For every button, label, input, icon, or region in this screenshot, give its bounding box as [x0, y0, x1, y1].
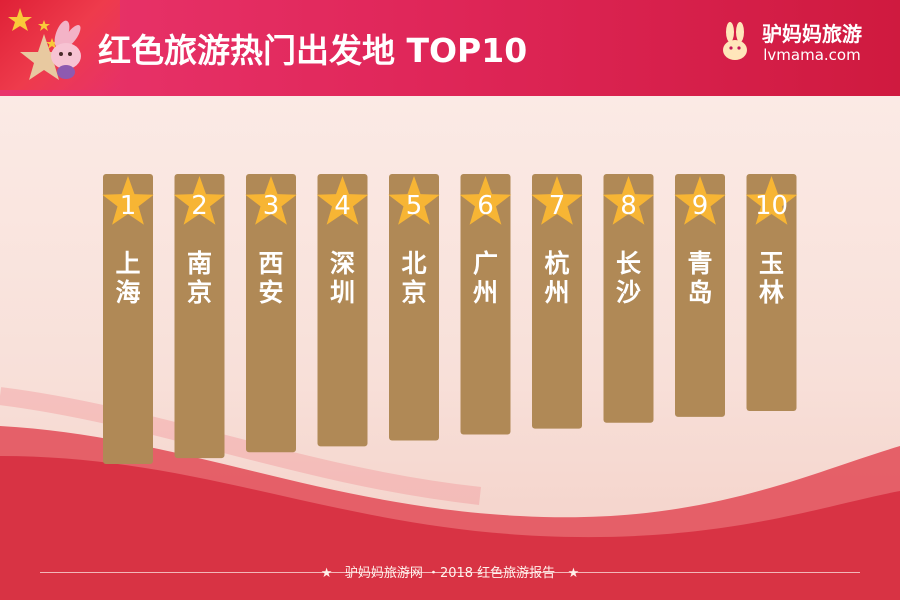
flag-stars-icon [8, 8, 81, 80]
city-label-4: 圳 [330, 278, 355, 307]
rank-label: 7 [549, 191, 566, 221]
rank-star-icon [674, 176, 726, 225]
rank-star-icon [745, 176, 798, 225]
bar-1 [103, 174, 153, 464]
bar-9 [675, 174, 725, 417]
city-label-5: 北 [401, 249, 426, 278]
city-label-10: 玉 [759, 249, 784, 278]
city-label-8: 长 [616, 249, 642, 278]
rank-star-icon [388, 176, 440, 225]
city-label-3: 安 [258, 278, 283, 307]
rank-label: 10 [755, 191, 788, 221]
rank-star-icon [102, 176, 154, 225]
city-label-8: 沙 [616, 278, 641, 307]
bar-5 [389, 174, 439, 441]
header-banner: 红色旅游热门出发地 TOP10 驴妈妈旅游 lvmama.com [0, 0, 900, 96]
city-label-2: 南 [187, 249, 212, 278]
bar-3 [246, 174, 296, 453]
bar-4 [317, 174, 368, 447]
rank-label: 9 [692, 191, 709, 221]
city-label-7: 杭 [544, 249, 569, 278]
city-label-5: 京 [401, 278, 426, 307]
waving-flag-decoration [0, 387, 900, 600]
rabbit-logo-icon [723, 22, 747, 60]
rank-label: 2 [191, 191, 208, 221]
city-label-3: 西 [258, 249, 283, 278]
city-label-1: 海 [115, 278, 140, 307]
city-label-6: 广 [473, 249, 498, 278]
rank-label: 4 [334, 191, 351, 221]
rank-label: 3 [263, 191, 280, 221]
page-title: 红色旅游热门出发地 TOP10 [98, 31, 528, 70]
bar-8 [603, 174, 654, 423]
footer: ★ 驴妈妈旅游网 ・2018 红色旅游报告 ★ [0, 562, 900, 581]
city-label-7: 州 [544, 278, 569, 307]
city-label-9: 青 [687, 249, 712, 278]
city-label-1: 上 [115, 249, 140, 278]
brand-logo: 驴妈妈旅游 lvmama.com [723, 22, 862, 64]
footer-star-left-icon: ★ [320, 566, 333, 581]
bar-10 [746, 174, 797, 411]
rank-star-icon [173, 176, 226, 225]
city-label-4: 深 [330, 249, 355, 278]
city-label-9: 岛 [687, 278, 712, 307]
rank-label: 5 [406, 191, 423, 221]
footer-divider [40, 572, 860, 573]
chart-background: 1 上海 2 南京 3 西安 4 深圳 5 北京 6 广州 7 杭州 8 长沙 9 青岛 10 玉林 [0, 96, 900, 600]
rank-star-icon [531, 176, 583, 225]
rank-label: 1 [120, 191, 137, 221]
city-label-10: 林 [759, 278, 784, 307]
footer-text: 驴妈妈旅游网 ・2018 红色旅游报告 [344, 566, 556, 581]
bar-7 [532, 174, 582, 429]
city-label-2: 京 [187, 278, 212, 307]
rank-star-icon [602, 176, 655, 225]
rank-star-icon [459, 176, 512, 225]
rank-star-icon [245, 176, 297, 225]
mascot-icon [20, 20, 81, 80]
brand-url: lvmama.com [763, 46, 861, 64]
footer-star-right-icon: ★ [567, 566, 580, 581]
rank-star-icon [316, 176, 369, 225]
city-label-6: 州 [473, 278, 498, 307]
bar-2 [174, 174, 225, 459]
rank-label: 8 [620, 191, 637, 221]
bar-6 [460, 174, 511, 435]
brand-name: 驴妈妈旅游 [762, 22, 862, 46]
rank-label: 6 [477, 191, 494, 221]
